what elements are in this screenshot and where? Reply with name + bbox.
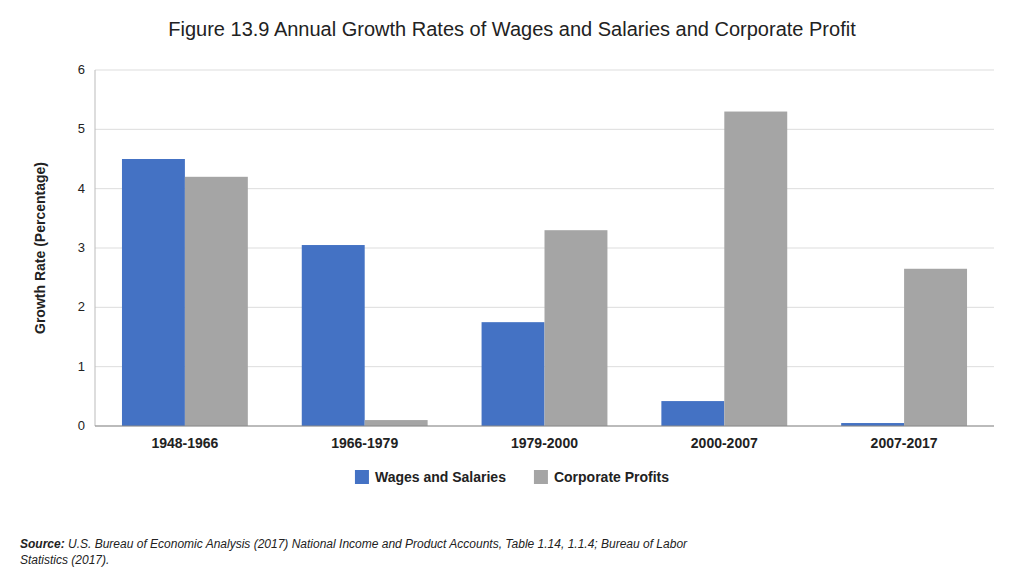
legend-label: Corporate Profits — [554, 469, 669, 485]
bar — [724, 112, 787, 426]
legend-item: Corporate Profits — [534, 469, 669, 485]
bar — [904, 269, 967, 426]
bars — [122, 112, 967, 426]
legend-swatch — [355, 470, 369, 484]
y-tick-label: 4 — [78, 181, 85, 196]
y-tick-label: 6 — [78, 62, 85, 77]
grid-line — [95, 129, 994, 130]
grid-line — [95, 426, 994, 427]
chart-svg: Figure 13.9 Annual Growth Rates of Wages… — [0, 0, 1024, 576]
y-tick-label: 2 — [78, 299, 85, 314]
grid — [95, 70, 994, 426]
y-tick-label: 3 — [78, 240, 85, 255]
y-tick-label: 5 — [78, 121, 85, 136]
grid-line — [95, 70, 994, 71]
bar — [185, 177, 248, 426]
x-tick-label: 1966-1979 — [331, 435, 398, 451]
page: {"chart_data": {"type": "bar", "title": … — [0, 0, 1024, 576]
bar — [482, 322, 545, 426]
title: Figure 13.9 Annual Growth Rates of Wages… — [168, 18, 856, 40]
source-line: Statistics (2017). — [20, 553, 109, 567]
chart-container: Figure 13.9 Annual Growth Rates of Wages… — [0, 0, 1024, 576]
y-tick-label: 0 — [78, 418, 85, 433]
bar — [365, 420, 428, 426]
x-tick-label: 1979-2000 — [511, 435, 578, 451]
source-rest: U.S. Bureau of Economic Analysis (2017) … — [65, 537, 688, 551]
bar — [661, 401, 724, 426]
y-tick-label: 1 — [78, 359, 85, 374]
x-axis-line — [95, 426, 994, 427]
legend: Wages and Salaries Corporate Profits — [355, 469, 669, 485]
bar — [302, 245, 365, 426]
y-axis-line — [95, 70, 96, 426]
source-note: Source: U.S. Bureau of Economic Analysis… — [20, 537, 688, 567]
source-lead: Source: — [20, 537, 65, 551]
x-tick-label: 2007-2017 — [871, 435, 938, 451]
bar — [122, 159, 185, 426]
x-tick-label: 1948-1966 — [151, 435, 218, 451]
bar — [545, 230, 608, 426]
legend-label: Wages and Salaries — [375, 469, 506, 485]
legend-swatch — [534, 470, 548, 484]
y-axis-label: Growth Rate (Percentage) — [32, 162, 48, 334]
source-line: Source: U.S. Bureau of Economic Analysis… — [20, 537, 688, 551]
x-tick-label: 2000-2007 — [691, 435, 758, 451]
legend-item: Wages and Salaries — [355, 469, 506, 485]
